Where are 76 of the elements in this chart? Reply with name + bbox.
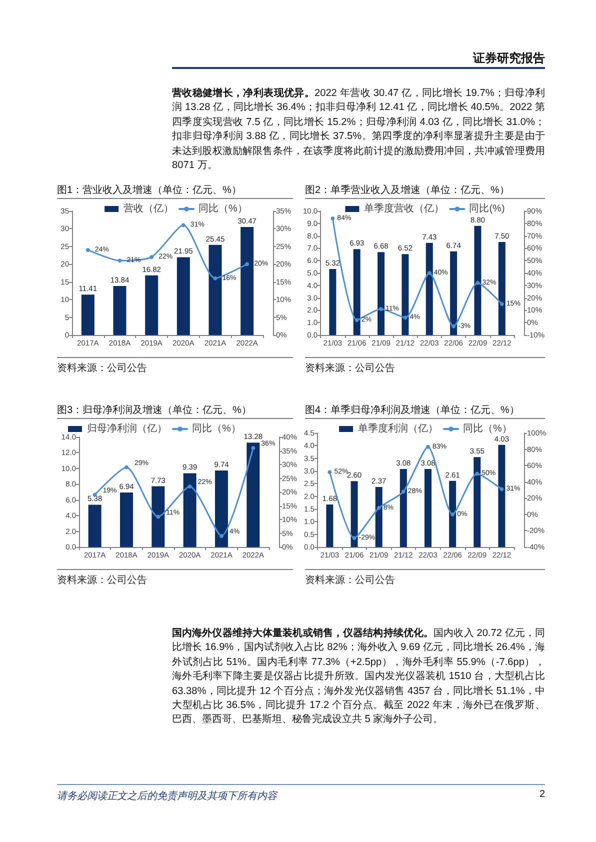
point	[150, 255, 154, 260]
point	[352, 536, 356, 540]
point	[354, 318, 359, 322]
bar	[353, 249, 360, 335]
bar	[474, 226, 482, 335]
bar	[402, 254, 409, 335]
bar	[329, 269, 336, 335]
point	[403, 316, 408, 320]
bar	[498, 242, 506, 335]
bar	[426, 242, 433, 335]
chart-title: 图3：归母净利润及增速（单位：亿元、%）	[57, 404, 252, 417]
legend-label: 同比（%）	[463, 422, 512, 434]
bar	[120, 492, 133, 547]
chart-title: 图1：营业收入及增速（单位：亿元、%）	[57, 184, 242, 197]
bar	[152, 486, 165, 547]
point	[330, 216, 335, 220]
legend-label: 单季度利润（亿）	[358, 422, 438, 434]
bar	[183, 473, 196, 547]
text: 资料来源：公司公告	[57, 362, 147, 375]
point	[245, 262, 250, 266]
legend-label: 同比（%）	[198, 202, 248, 214]
bar	[240, 227, 254, 335]
bar	[449, 480, 456, 547]
point	[376, 506, 381, 510]
legend-label: 归母净利润（亿）	[87, 422, 167, 434]
point	[452, 324, 456, 328]
point	[251, 446, 256, 450]
bar	[400, 468, 407, 547]
point	[427, 271, 432, 275]
point	[181, 223, 186, 228]
point	[328, 470, 332, 474]
legend-label: 同比(%)	[469, 202, 505, 214]
bar	[246, 442, 260, 547]
bar	[424, 468, 432, 547]
point	[401, 490, 406, 494]
point	[426, 444, 430, 449]
bar	[326, 504, 334, 547]
text: 国内海外仪器维持大体量装机或销售，仪器结构持续优化。	[172, 628, 434, 639]
point	[500, 302, 504, 306]
text: 资料来源：公司公告	[305, 574, 395, 587]
bar	[208, 244, 222, 335]
point	[379, 306, 384, 311]
text: 请务必阅读正文之后的免责声明及其项下所有内容	[57, 790, 277, 803]
bar	[498, 444, 506, 547]
legend-label: 单季度营收（亿）	[364, 202, 444, 214]
point	[86, 248, 90, 252]
bar	[375, 486, 382, 547]
bar	[145, 275, 158, 335]
bar	[214, 470, 228, 547]
legend-label: 营收（亿）	[124, 202, 174, 214]
bar	[378, 252, 385, 335]
point	[188, 484, 192, 488]
point	[118, 258, 122, 263]
point	[476, 280, 480, 285]
bar	[474, 457, 481, 547]
bar	[350, 481, 358, 547]
chart-title: 图2：单季营业收入及增速（单位：亿元、%）	[305, 184, 510, 197]
bar	[450, 251, 458, 335]
bar	[81, 294, 94, 335]
point	[156, 514, 160, 519]
text: 资料来源：公司公告	[305, 362, 395, 375]
text: 2	[539, 789, 545, 800]
bar	[176, 257, 190, 335]
point	[124, 465, 128, 470]
point	[219, 534, 224, 538]
point	[500, 487, 504, 492]
bar	[113, 286, 126, 335]
text: 证券研究报告	[473, 50, 545, 67]
point	[213, 276, 218, 280]
text: 营收稳健增长，净利表现优异。	[172, 88, 314, 99]
chart-title: 图4：单季归母净利润及增速（单位：亿元、%）	[305, 404, 520, 417]
text: 资料来源：公司公告	[57, 574, 147, 587]
bar	[88, 504, 102, 547]
point	[450, 512, 455, 516]
point	[475, 472, 480, 476]
legend-label: 同比（%）	[192, 422, 241, 434]
